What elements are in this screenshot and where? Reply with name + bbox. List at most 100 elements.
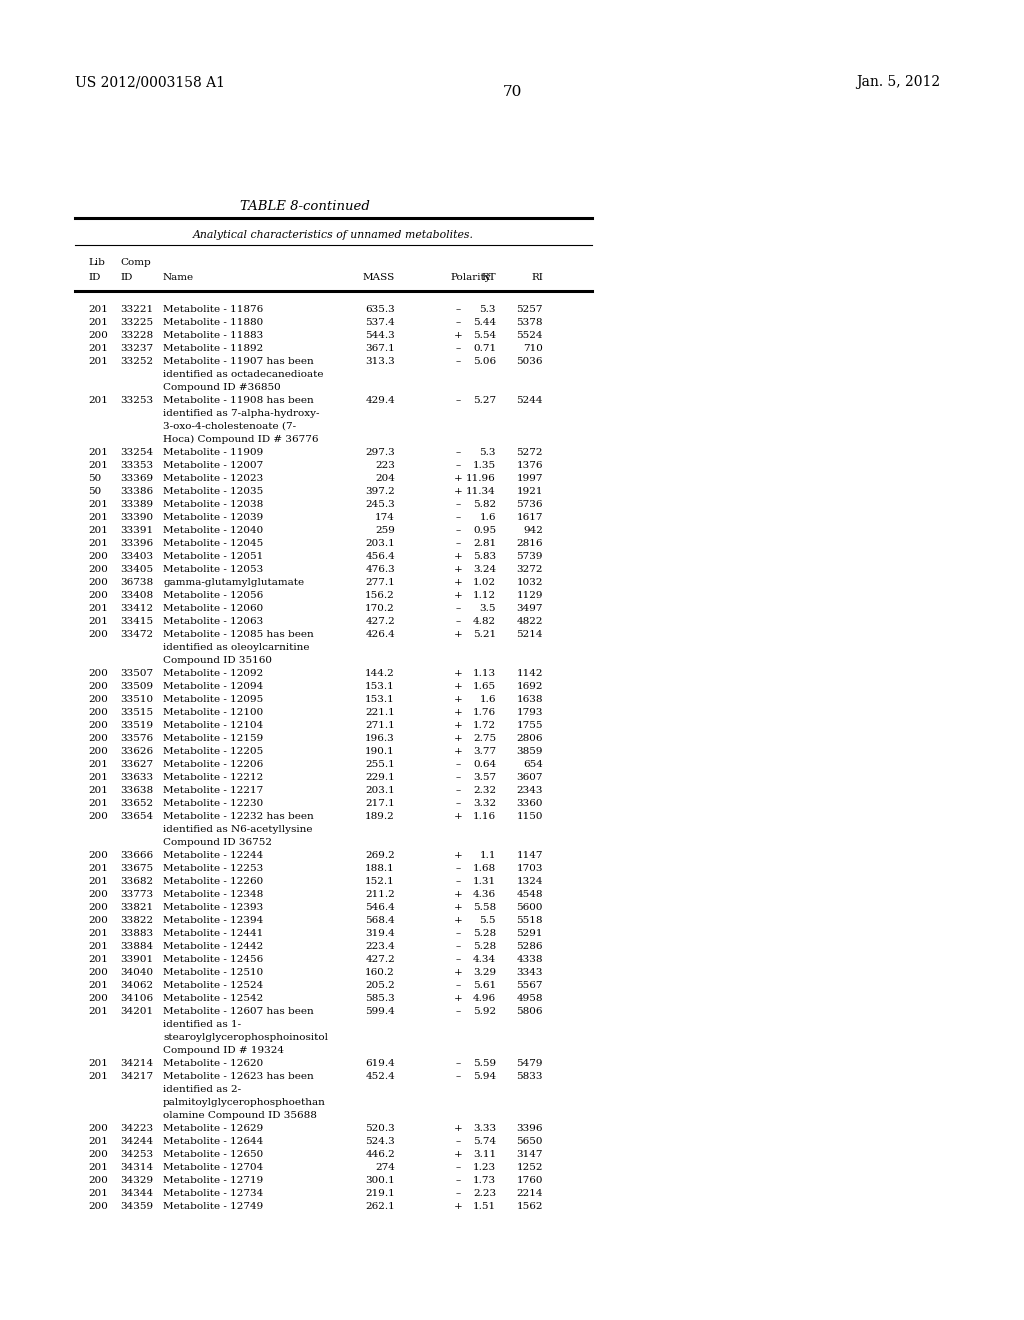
Text: 203.1: 203.1 <box>366 539 395 548</box>
Text: 300.1: 300.1 <box>366 1176 395 1185</box>
Text: 34329: 34329 <box>120 1176 154 1185</box>
Text: 1.76: 1.76 <box>473 708 496 717</box>
Text: Metabolite - 12217: Metabolite - 12217 <box>163 785 263 795</box>
Text: 200: 200 <box>88 916 108 925</box>
Text: 3396: 3396 <box>516 1125 543 1133</box>
Text: Metabolite - 11908 has been: Metabolite - 11908 has been <box>163 396 313 405</box>
Text: Metabolite - 12734: Metabolite - 12734 <box>163 1189 263 1199</box>
Text: 1.13: 1.13 <box>473 669 496 678</box>
Text: –: – <box>456 513 461 521</box>
Text: Metabolite - 12056: Metabolite - 12056 <box>163 591 263 601</box>
Text: –: – <box>456 525 461 535</box>
Text: Metabolite - 12441: Metabolite - 12441 <box>163 929 263 939</box>
Text: 200: 200 <box>88 851 108 861</box>
Text: 11.96: 11.96 <box>466 474 496 483</box>
Text: 200: 200 <box>88 890 108 899</box>
Text: 33633: 33633 <box>120 774 154 781</box>
Text: US 2012/0003158 A1: US 2012/0003158 A1 <box>75 75 225 88</box>
Text: 33228: 33228 <box>120 331 154 341</box>
Text: 5291: 5291 <box>516 929 543 939</box>
Text: 34244: 34244 <box>120 1137 154 1146</box>
Text: RI: RI <box>531 273 543 282</box>
Text: Metabolite - 11876: Metabolite - 11876 <box>163 305 263 314</box>
Text: 456.4: 456.4 <box>366 552 395 561</box>
Text: 200: 200 <box>88 994 108 1003</box>
Text: 201: 201 <box>88 305 108 314</box>
Text: 201: 201 <box>88 1163 108 1172</box>
Text: 1150: 1150 <box>516 812 543 821</box>
Text: 4338: 4338 <box>516 954 543 964</box>
Text: –: – <box>456 305 461 314</box>
Text: 152.1: 152.1 <box>366 876 395 886</box>
Text: 5244: 5244 <box>516 396 543 405</box>
Text: 3607: 3607 <box>516 774 543 781</box>
Text: gamma-glutamylglutamate: gamma-glutamylglutamate <box>163 578 304 587</box>
Text: Metabolite - 12232 has been: Metabolite - 12232 has been <box>163 812 313 821</box>
Text: 201: 201 <box>88 954 108 964</box>
Text: 5.21: 5.21 <box>473 630 496 639</box>
Text: 619.4: 619.4 <box>366 1059 395 1068</box>
Text: 201: 201 <box>88 1072 108 1081</box>
Text: 201: 201 <box>88 942 108 950</box>
Text: 201: 201 <box>88 396 108 405</box>
Text: 201: 201 <box>88 760 108 770</box>
Text: 1692: 1692 <box>516 682 543 690</box>
Text: 201: 201 <box>88 799 108 808</box>
Text: 205.2: 205.2 <box>366 981 395 990</box>
Text: 4958: 4958 <box>516 994 543 1003</box>
Text: Compound ID 35160: Compound ID 35160 <box>163 656 272 665</box>
Text: 34106: 34106 <box>120 994 154 1003</box>
Text: identified as 1-: identified as 1- <box>163 1020 241 1030</box>
Text: olamine Compound ID 35688: olamine Compound ID 35688 <box>163 1111 316 1119</box>
Text: Metabolite - 12620: Metabolite - 12620 <box>163 1059 263 1068</box>
Text: Metabolite - 12035: Metabolite - 12035 <box>163 487 263 496</box>
Text: 33396: 33396 <box>120 539 154 548</box>
Text: Metabolite - 12607 has been: Metabolite - 12607 has been <box>163 1007 313 1016</box>
Text: 34314: 34314 <box>120 1163 154 1172</box>
Text: Metabolite - 12007: Metabolite - 12007 <box>163 461 263 470</box>
Text: Metabolite - 11892: Metabolite - 11892 <box>163 345 263 352</box>
Text: 313.3: 313.3 <box>366 356 395 366</box>
Text: +: + <box>454 721 463 730</box>
Text: 0.95: 0.95 <box>473 525 496 535</box>
Text: 2.75: 2.75 <box>473 734 496 743</box>
Text: 33221: 33221 <box>120 305 154 314</box>
Text: 5.5: 5.5 <box>479 916 496 925</box>
Text: 1.23: 1.23 <box>473 1163 496 1172</box>
Text: 5524: 5524 <box>516 331 543 341</box>
Text: 524.3: 524.3 <box>366 1137 395 1146</box>
Text: 5257: 5257 <box>516 305 543 314</box>
Text: 219.1: 219.1 <box>366 1189 395 1199</box>
Text: 33682: 33682 <box>120 876 154 886</box>
Text: –: – <box>456 605 461 612</box>
Text: 1755: 1755 <box>516 721 543 730</box>
Text: 200: 200 <box>88 1125 108 1133</box>
Text: 33353: 33353 <box>120 461 154 470</box>
Text: +: + <box>454 747 463 756</box>
Text: 201: 201 <box>88 356 108 366</box>
Text: 33884: 33884 <box>120 942 154 950</box>
Text: 1032: 1032 <box>516 578 543 587</box>
Text: 33389: 33389 <box>120 500 154 510</box>
Text: Metabolite - 12230: Metabolite - 12230 <box>163 799 263 808</box>
Text: 190.1: 190.1 <box>366 747 395 756</box>
Text: 5378: 5378 <box>516 318 543 327</box>
Text: identified as octadecanedioate: identified as octadecanedioate <box>163 370 324 379</box>
Text: 33627: 33627 <box>120 760 154 770</box>
Text: 201: 201 <box>88 774 108 781</box>
Text: 5.59: 5.59 <box>473 1059 496 1068</box>
Text: +: + <box>454 1203 463 1210</box>
Text: 0.71: 0.71 <box>473 345 496 352</box>
Text: 427.2: 427.2 <box>366 616 395 626</box>
Text: Lib: Lib <box>88 257 104 267</box>
Text: 1.68: 1.68 <box>473 865 496 873</box>
Text: Metabolite - 12159: Metabolite - 12159 <box>163 734 263 743</box>
Text: +: + <box>454 331 463 341</box>
Text: 223: 223 <box>375 461 395 470</box>
Text: 33253: 33253 <box>120 396 154 405</box>
Text: 1.6: 1.6 <box>479 696 496 704</box>
Text: 2.81: 2.81 <box>473 539 496 548</box>
Text: 200: 200 <box>88 682 108 690</box>
Text: 2214: 2214 <box>516 1189 543 1199</box>
Text: Metabolite - 12205: Metabolite - 12205 <box>163 747 263 756</box>
